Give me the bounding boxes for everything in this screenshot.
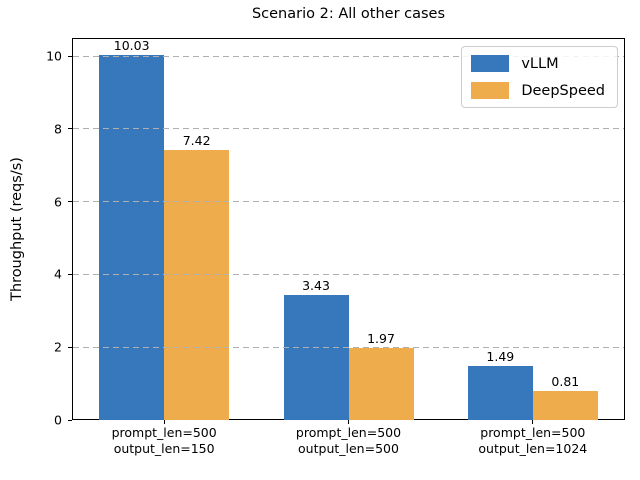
x-tick-mark bbox=[163, 420, 165, 424]
y-tick-mark bbox=[68, 201, 72, 203]
legend-swatch-vllm bbox=[471, 55, 510, 72]
y-tick-label: 4 bbox=[54, 266, 62, 282]
bar-deepspeed-group2 bbox=[348, 348, 414, 420]
x-tick-label-group2: prompt_len=500 output_len=500 bbox=[295, 425, 402, 457]
bar-value-label: 1.97 bbox=[367, 331, 395, 347]
bar-value-label: 10.03 bbox=[113, 38, 150, 54]
legend-swatch-deepspeed bbox=[471, 82, 510, 99]
x-tick-label-group1: prompt_len=500 output_len=150 bbox=[111, 425, 217, 457]
y-tick-label: 2 bbox=[54, 339, 62, 355]
y-tick-label: 0 bbox=[54, 412, 62, 428]
y-tick-label: 6 bbox=[54, 194, 62, 210]
legend-label: vLLM bbox=[521, 55, 559, 72]
y-axis-label: Throughput (reqs/s) bbox=[9, 157, 25, 301]
legend: vLLM DeepSpeed bbox=[461, 46, 618, 108]
x-tick-mark bbox=[348, 420, 349, 424]
bar-vllm-group2 bbox=[283, 295, 349, 420]
x-tick-label-group3: prompt_len=500 output_len=1024 bbox=[478, 425, 588, 457]
bar-deepspeed-group3 bbox=[532, 390, 598, 420]
y-tick-mark bbox=[68, 273, 72, 275]
y-tick-label: 8 bbox=[54, 121, 62, 137]
bar-value-label: 7.42 bbox=[182, 133, 211, 149]
bar-value-label: 0.81 bbox=[551, 373, 580, 389]
y-tick-mark bbox=[68, 346, 72, 348]
legend-label: DeepSpeed bbox=[521, 82, 605, 99]
legend-entry-deepspeed: DeepSpeed bbox=[471, 82, 605, 99]
y-tick-label: 10 bbox=[46, 48, 62, 64]
legend-entry-vllm: vLLM bbox=[471, 55, 605, 72]
bar-value-label: 3.43 bbox=[302, 278, 330, 294]
bar-vllm-group3 bbox=[467, 365, 533, 420]
y-tick-mark bbox=[68, 419, 72, 421]
bar-value-label: 1.49 bbox=[486, 348, 515, 364]
x-tick-mark bbox=[532, 420, 534, 424]
chart-title: Scenario 2: All other cases bbox=[251, 6, 446, 22]
bar-vllm-group1 bbox=[99, 55, 165, 420]
y-tick-mark bbox=[68, 128, 72, 130]
bar-deepspeed-group1 bbox=[164, 150, 230, 420]
y-tick-mark bbox=[68, 55, 72, 57]
